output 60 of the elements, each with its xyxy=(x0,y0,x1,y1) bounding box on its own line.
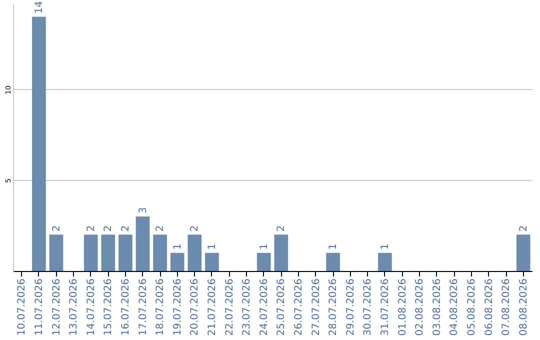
x-tick-label: 10.07.2026 xyxy=(16,278,28,336)
x-tick-label: 13.07.2026 xyxy=(68,278,80,336)
bar xyxy=(274,234,288,271)
x-tick-label: 30.07.2026 xyxy=(362,278,374,336)
x-tick-label: 07.08.2026 xyxy=(501,278,512,336)
x-tick-label: 12.07.2026 xyxy=(51,278,62,336)
x-tick-label: 19.07.2026 xyxy=(172,278,184,336)
bar xyxy=(153,234,167,271)
bar xyxy=(84,234,98,271)
bar xyxy=(118,234,132,271)
bar xyxy=(49,234,64,271)
bar xyxy=(516,234,530,271)
data-label: 2 xyxy=(155,225,166,232)
data-label: 2 xyxy=(51,225,62,232)
x-tick-label: 06.08.2026 xyxy=(484,278,495,336)
data-label: 2 xyxy=(518,225,530,232)
x-tick-label: 24.07.2026 xyxy=(258,278,270,336)
x-tick-label: 04.08.2026 xyxy=(449,278,460,336)
x-tick-label: 27.07.2026 xyxy=(310,278,322,336)
x-tick-label: 15.07.2026 xyxy=(103,278,114,336)
x-tick-label: 16.07.2026 xyxy=(120,278,132,336)
data-label: 1 xyxy=(258,243,270,250)
x-tick-label: 17.07.2026 xyxy=(138,278,149,336)
bar xyxy=(205,252,219,271)
data-label: 1 xyxy=(206,243,218,250)
x-tick-label: 22.07.2026 xyxy=(224,278,236,336)
data-label: 2 xyxy=(86,225,97,232)
bar xyxy=(326,252,340,271)
x-tick-label: 20.07.2026 xyxy=(190,278,201,336)
data-label: 2 xyxy=(103,225,114,232)
data-label: 3 xyxy=(138,207,149,214)
bar xyxy=(32,16,46,271)
bar xyxy=(188,234,202,271)
x-tick-label: 31.07.2026 xyxy=(380,278,391,336)
x-tick-label: 28.07.2026 xyxy=(328,278,340,336)
data-label: 1 xyxy=(328,243,340,250)
data-label: 14 xyxy=(34,0,45,14)
x-tick-label: 23.07.2026 xyxy=(242,278,253,336)
bar xyxy=(256,252,271,271)
x-tick-label: 02.08.2026 xyxy=(414,278,426,336)
x-tick-label: 14.07.2026 xyxy=(86,278,97,336)
x-tick-label: 05.08.2026 xyxy=(466,278,478,336)
x-tick-label: 08.08.2026 xyxy=(518,278,530,336)
bar xyxy=(136,216,150,271)
x-tick-label: 29.07.2026 xyxy=(345,278,356,336)
x-tick-label: 26.07.2026 xyxy=(293,278,304,336)
data-label: 2 xyxy=(190,225,201,232)
data-label: 2 xyxy=(120,225,132,232)
x-tick-label: 18.07.2026 xyxy=(155,278,166,336)
x-tick-label: 11.07.2026 xyxy=(34,278,45,336)
bar xyxy=(170,252,184,271)
bar xyxy=(378,252,392,271)
x-tick-label: 01.08.2026 xyxy=(397,278,408,336)
data-label: 2 xyxy=(276,225,288,232)
x-tick-label: 21.07.2026 xyxy=(206,278,218,336)
x-tick-label: 25.07.2026 xyxy=(276,278,288,336)
x-tick-label: 03.08.2026 xyxy=(432,278,443,336)
bar xyxy=(101,234,116,271)
data-label: 1 xyxy=(380,243,391,250)
data-label: 1 xyxy=(172,243,184,250)
